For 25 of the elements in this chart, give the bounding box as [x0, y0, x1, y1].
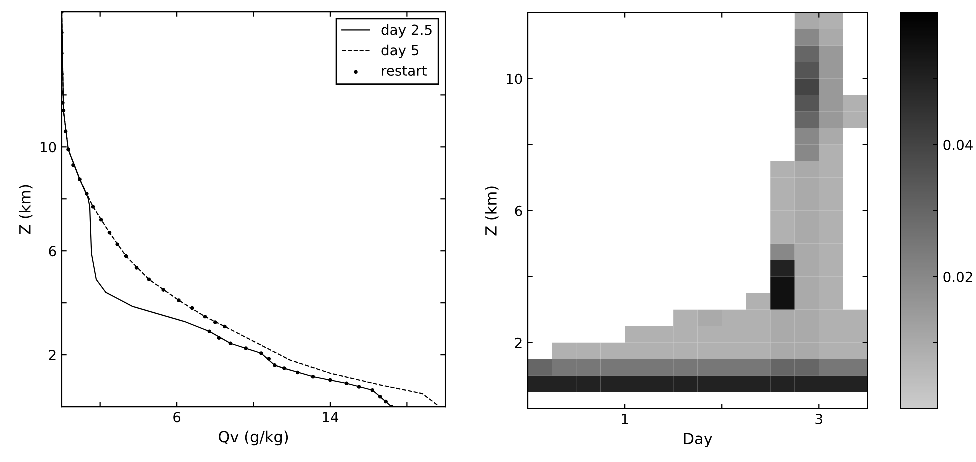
x-axis-title: Day — [684, 433, 712, 448]
y-tick-label: 6 — [49, 246, 56, 257]
legend-label: day 5 — [382, 44, 419, 58]
y-axis-title: Z (km) — [485, 186, 499, 236]
x-tick-label: 1 — [622, 414, 628, 424]
y-tick-label: 6 — [515, 206, 522, 216]
point — [223, 324, 227, 329]
color-bar-label: 0.04 — [944, 140, 973, 150]
x-tick-label: 14 — [323, 412, 339, 422]
color-bar-label: 0.02 — [944, 272, 972, 282]
point — [134, 266, 139, 270]
point — [116, 242, 120, 246]
x-axis-title: Qv (g/kg) — [219, 430, 288, 446]
y-axis-title: Z (km) — [19, 185, 33, 234]
y-tick-label: 10 — [507, 74, 522, 84]
point — [214, 320, 218, 324]
legend-label: day 2.5 — [382, 24, 432, 38]
x-tick-label: 6 — [174, 412, 181, 423]
point — [177, 298, 181, 302]
legend-label: restart — [382, 66, 427, 76]
y-tick-label: 2 — [49, 350, 56, 360]
y-tick-label: 10 — [40, 142, 56, 153]
y-tick-label: 2 — [515, 338, 522, 348]
x-tick-label: 3 — [816, 414, 822, 424]
point — [162, 288, 166, 292]
